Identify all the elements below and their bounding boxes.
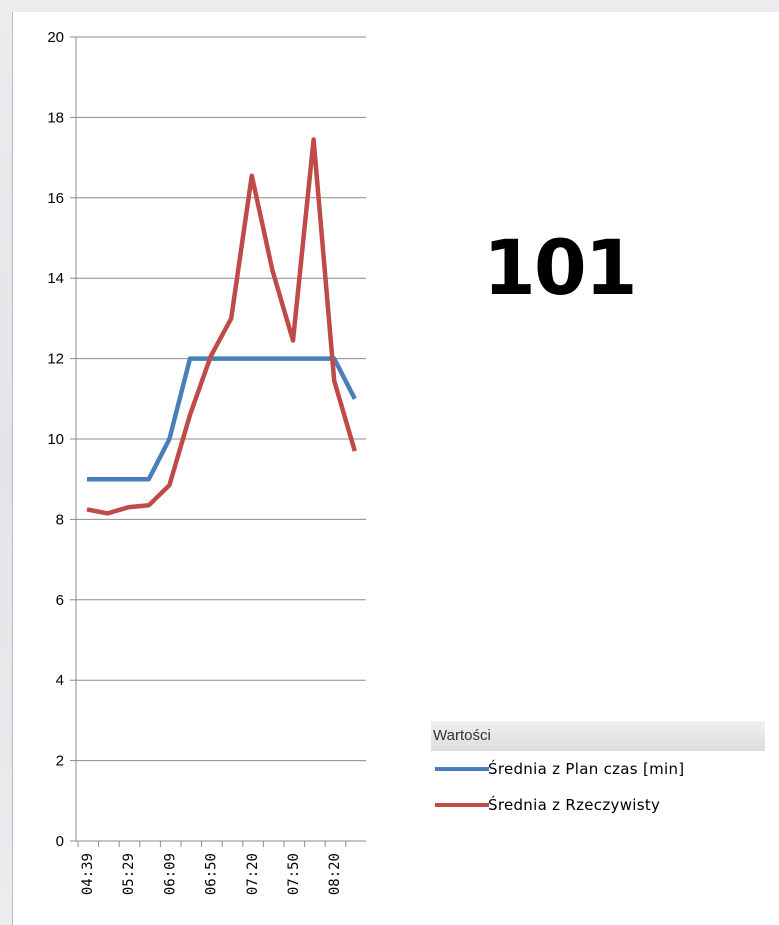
y-tick-label: 18 — [47, 109, 64, 126]
legend-swatch-plan — [435, 767, 489, 771]
chart-legend: Wartości Średnia z Plan czas [min] Średn… — [431, 721, 765, 823]
x-axis-tick-labels: 04:39 05:29 06:09 06:50 07:20 07:50 08:20 — [80, 853, 343, 895]
legend-swatch-actual — [435, 803, 489, 807]
y-tick-label: 12 — [47, 351, 64, 368]
x-tick-label: 08:20 — [327, 853, 343, 895]
x-tick-label: 05:29 — [121, 853, 137, 895]
y-tick-label: 14 — [47, 270, 64, 287]
y-tick-label: 8 — [56, 511, 64, 528]
y-tick-label: 0 — [56, 833, 64, 850]
x-tick-label: 06:50 — [204, 853, 220, 895]
y-tick-label: 10 — [47, 431, 64, 448]
legend-title: Wartości — [431, 721, 765, 751]
series-lines — [87, 140, 355, 514]
y-tick-label: 4 — [56, 672, 64, 689]
y-tick-label: 20 — [47, 29, 64, 46]
window-left-edge — [0, 0, 12, 925]
legend-item-plan: Średnia z Plan czas [min] — [431, 751, 765, 787]
series-line-plan — [87, 359, 355, 480]
x-tick-label: 04:39 — [80, 853, 96, 895]
kpi-value: 101 — [483, 230, 683, 306]
y-tick-label: 16 — [47, 190, 64, 207]
series-line-actual — [87, 140, 355, 514]
axes — [70, 37, 366, 847]
legend-label-plan: Średnia z Plan czas [min] — [488, 751, 684, 787]
x-tick-label: 06:09 — [162, 853, 178, 895]
y-axis-tick-labels: 0 2 4 6 8 10 12 14 16 18 20 — [47, 29, 64, 850]
chart-panel: 0 2 4 6 8 10 12 14 16 18 20 04:39 05:29 06:09 06:50 07… — [12, 12, 779, 925]
y-tick-label: 6 — [56, 592, 64, 609]
y-tick-label: 2 — [56, 753, 64, 770]
x-tick-label: 07:20 — [245, 853, 261, 895]
x-tick-label: 07:50 — [286, 853, 302, 895]
legend-item-actual: Średnia z Rzeczywisty — [431, 787, 765, 823]
grid-lines — [76, 37, 366, 761]
window-top-edge — [0, 0, 779, 12]
legend-label-actual: Średnia z Rzeczywisty — [488, 787, 660, 823]
